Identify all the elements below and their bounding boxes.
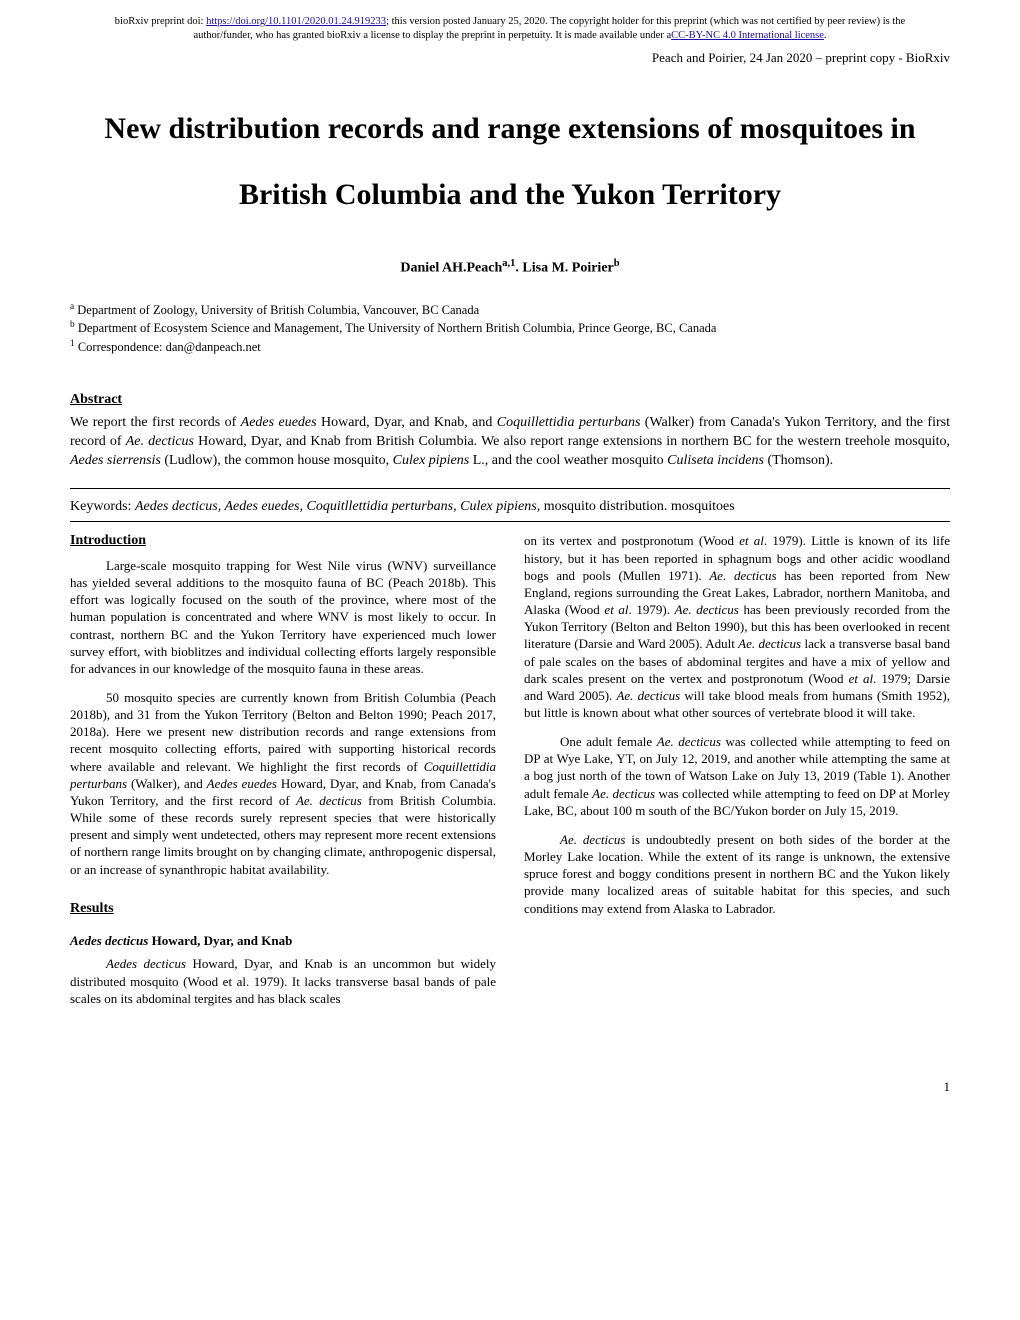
intro-p2: 50 mosquito species are currently known … xyxy=(70,689,496,878)
doi-link[interactable]: https://doi.org/10.1101/2020.01.24.91923… xyxy=(206,16,386,27)
abstract-body: We report the first records of Aedes eue… xyxy=(70,414,950,471)
correspondence: 1 Correspondence: dan@danpeach.net xyxy=(70,338,950,356)
introduction-heading: Introduction xyxy=(70,532,496,550)
results-p1: Aedes decticus Howard, Dyar, and Knab is… xyxy=(70,955,496,1006)
divider-bottom xyxy=(70,521,950,522)
preprint-suffix: . xyxy=(824,30,827,41)
results-sub1: Aedes decticus Howard, Dyar, and Knab xyxy=(70,932,496,949)
preprint-banner: bioRxiv preprint doi: https://doi.org/10… xyxy=(70,15,950,42)
keywords-line: Keywords: Aedes decticus, Aedes euedes, … xyxy=(70,499,950,515)
two-column-body: Introduction Large-scale mosquito trappi… xyxy=(70,532,950,1018)
intro-p1: Large-scale mosquito trapping for West N… xyxy=(70,557,496,677)
results-p3: One adult female Ae. decticus was collec… xyxy=(524,733,950,819)
page-number: 1 xyxy=(70,1079,950,1095)
affiliation-b: b Department of Ecosystem Science and Ma… xyxy=(70,319,950,337)
running-head: Peach and Poirier, 24 Jan 2020 – preprin… xyxy=(70,50,950,66)
left-column: Introduction Large-scale mosquito trappi… xyxy=(70,532,496,1018)
results-p4: Ae. decticus is undoubtedly present on b… xyxy=(524,831,950,917)
affiliations-block: a Department of Zoology, University of B… xyxy=(70,301,950,356)
right-column: on its vertex and postpronotum (Wood et … xyxy=(524,532,950,1018)
results-heading: Results xyxy=(70,900,496,918)
license-link[interactable]: CC-BY-NC 4.0 International license xyxy=(671,30,824,41)
author-line: Daniel AH.Peacha,1. Lisa M. Poirierb xyxy=(70,258,950,277)
affiliation-a: a Department of Zoology, University of B… xyxy=(70,301,950,319)
results-p2: on its vertex and postpronotum (Wood et … xyxy=(524,532,950,721)
preprint-prefix: bioRxiv preprint doi: xyxy=(115,16,206,27)
divider-top xyxy=(70,488,950,489)
article-title: New distribution records and range exten… xyxy=(70,96,950,228)
page-container: bioRxiv preprint doi: https://doi.org/10… xyxy=(0,0,1020,1135)
abstract-heading: Abstract xyxy=(70,392,950,408)
